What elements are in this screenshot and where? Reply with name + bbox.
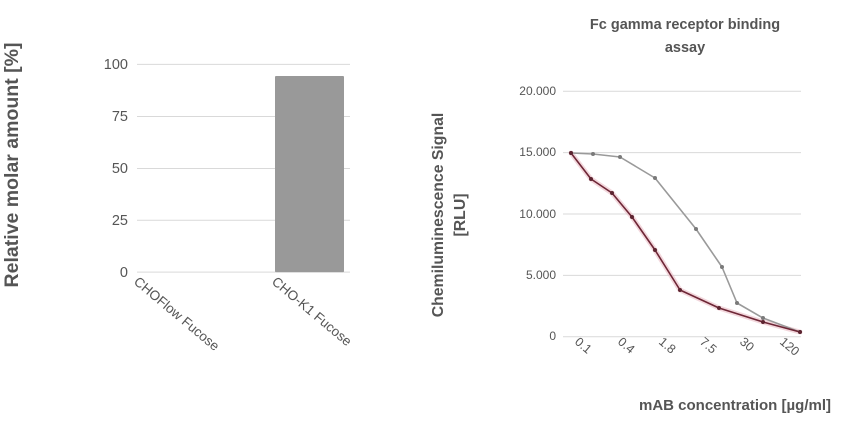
svg-text:7.5: 7.5 [697, 335, 719, 357]
svg-text:CHOFlow Fucose: CHOFlow Fucose [131, 274, 222, 354]
svg-text:50: 50 [112, 161, 128, 177]
svg-text:CHO-K1 Fucose: CHO-K1 Fucose [269, 274, 355, 349]
svg-text:5.000: 5.000 [526, 268, 556, 282]
svg-text:75: 75 [112, 109, 128, 125]
svg-text:0: 0 [120, 265, 128, 281]
svg-text:mAB concentration [µg/ml]: mAB concentration [µg/ml] [639, 397, 831, 414]
svg-text:0: 0 [549, 329, 556, 343]
svg-text:[RLU]: [RLU] [452, 194, 469, 237]
svg-text:30: 30 [737, 335, 757, 355]
svg-text:0.1: 0.1 [572, 335, 594, 357]
svg-text:10.000: 10.000 [519, 207, 556, 221]
svg-text:1.8: 1.8 [656, 335, 678, 357]
svg-text:Fc gamma receptor binding: Fc gamma receptor binding [590, 17, 780, 33]
svg-text:Relative molar amount [%]: Relative molar amount [%] [1, 43, 23, 288]
svg-text:Chemiluminescence Signal: Chemiluminescence Signal [430, 113, 447, 318]
svg-text:20.000: 20.000 [519, 84, 556, 98]
svg-text:0.4: 0.4 [615, 335, 637, 357]
svg-text:120: 120 [777, 335, 802, 359]
svg-text:25: 25 [112, 213, 128, 229]
svg-text:assay: assay [665, 40, 705, 56]
svg-text:15.000: 15.000 [519, 145, 556, 159]
svg-text:100: 100 [104, 57, 128, 73]
